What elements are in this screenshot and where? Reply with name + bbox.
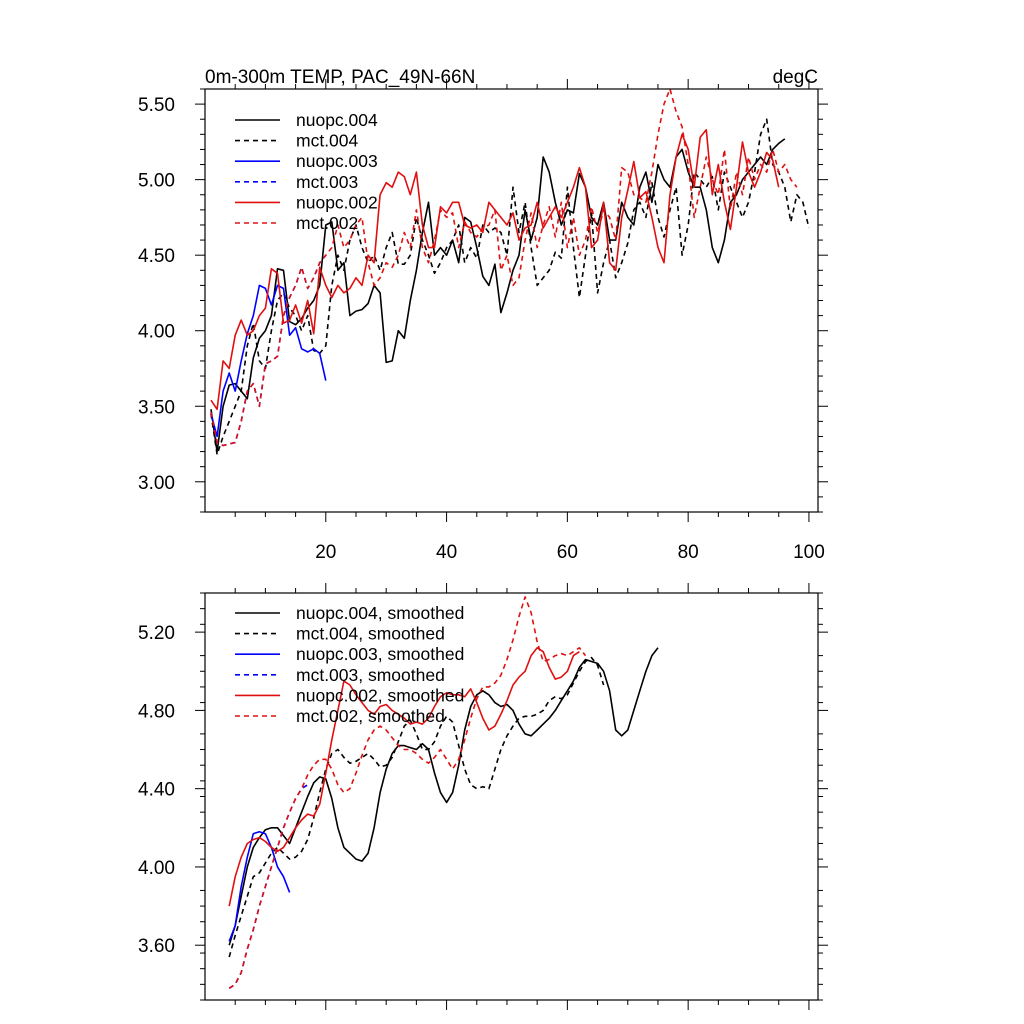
series-line-nuopc-002-smoothed — [228, 646, 580, 907]
legend-label: mct.003, smoothed — [296, 665, 445, 685]
legend-label: nuopc.004, smoothed — [296, 603, 464, 623]
series-line-mct-004-smoothed — [228, 656, 605, 958]
x-tick-label: 20 — [315, 542, 336, 563]
y-tick-label: 4.40 — [138, 780, 175, 801]
legend-label: mct.004, smoothed — [296, 624, 445, 644]
legend-label: mct.002 — [296, 213, 358, 233]
series-line-mct-004 — [210, 118, 810, 456]
legend-label: mct.004 — [296, 131, 359, 151]
legend: nuopc.004mct.004nuopc.003mct.003nuopc.00… — [235, 110, 378, 233]
x-tick-label: 40 — [436, 542, 457, 563]
y-tick-label: 4.00 — [138, 322, 175, 343]
series-line-mct-002 — [210, 89, 798, 447]
legend-label: mct.002, smoothed — [296, 706, 445, 726]
legend-label: nuopc.002, smoothed — [296, 685, 464, 705]
legend-label: nuopc.003 — [296, 151, 378, 171]
y-tick-label: 3.50 — [138, 397, 175, 418]
legend-label: mct.003 — [296, 172, 358, 192]
series-line-nuopc-003 — [210, 284, 327, 438]
x-tick-label: 60 — [557, 542, 578, 563]
upper-title-left: 0m-300m TEMP, PAC_49N-66N — [205, 67, 475, 88]
upper-title-right: degC — [773, 67, 818, 88]
series-group — [228, 596, 659, 989]
y-tick-label: 3.00 — [138, 473, 175, 494]
x-tick-label: 80 — [678, 542, 699, 563]
y-tick-label: 4.80 — [138, 701, 175, 722]
legend-label: nuopc.004 — [296, 110, 378, 130]
y-tick-label: 4.00 — [138, 858, 175, 879]
series-line-nuopc-004-smoothed — [228, 647, 659, 946]
upper-panel: 0m-300m TEMP, PAC_49N-66N degC 3.00 3.50 4… — [138, 67, 828, 563]
legend-label: nuopc.002 — [296, 192, 378, 212]
legend-label: nuopc.003, smoothed — [296, 644, 464, 664]
y-tick-label: 5.50 — [138, 95, 175, 116]
y-tick-label: 5.00 — [138, 171, 175, 192]
y-tick-label: 4.50 — [138, 246, 175, 267]
series-group — [210, 89, 810, 456]
y-tick-label: 3.60 — [138, 936, 175, 957]
y-tick-label: 5.20 — [138, 623, 175, 644]
series-line-nuopc-003-smoothed — [228, 830, 291, 942]
x-tick-label: 100 — [793, 542, 825, 563]
series-line-mct-002-smoothed — [228, 596, 587, 989]
series-line-nuopc-004 — [210, 138, 786, 453]
